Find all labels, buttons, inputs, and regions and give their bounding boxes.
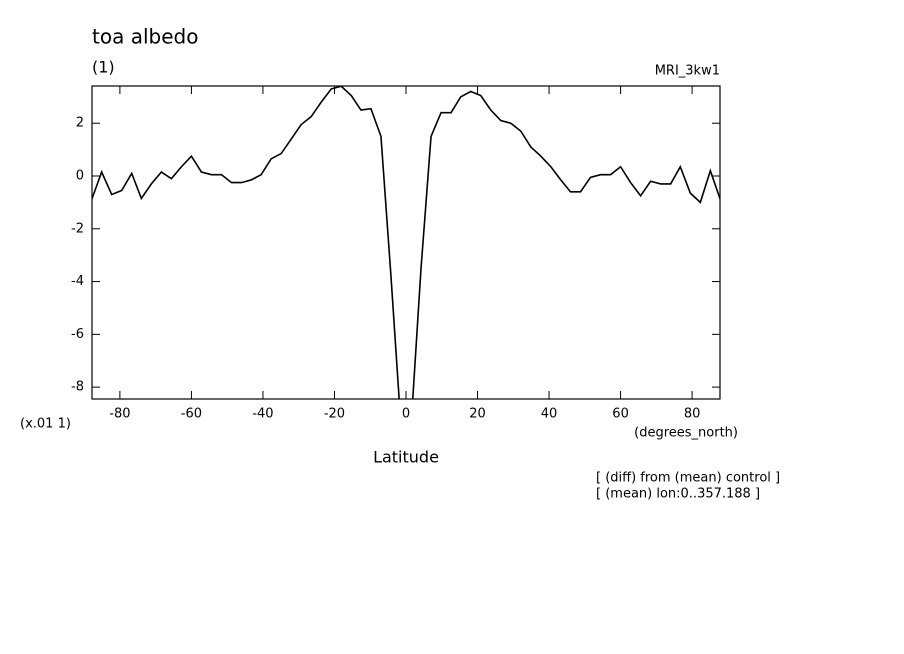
x-unit-label: (degrees_north) bbox=[634, 426, 738, 441]
x-tick-label: 0 bbox=[402, 407, 410, 422]
chart-title: toa albedo bbox=[92, 25, 198, 49]
x-tick-label: 40 bbox=[541, 407, 558, 422]
annotation: [ (diff) from (mean) control ] bbox=[596, 471, 780, 486]
y-tick-label: -4 bbox=[71, 274, 84, 289]
y-tick-label: -2 bbox=[71, 221, 84, 236]
y-scale-label: (x.01 1) bbox=[20, 417, 71, 432]
model-label: MRI_3kw1 bbox=[655, 64, 720, 79]
y-tick-label: -6 bbox=[71, 327, 84, 342]
y-tick-label: 0 bbox=[76, 168, 84, 183]
x-tick-label: 80 bbox=[684, 407, 701, 422]
y-tick-label: -8 bbox=[71, 380, 84, 395]
annotation: [ (mean) lon:0..357.188 ] bbox=[596, 487, 760, 502]
x-tick-label: -80 bbox=[109, 407, 130, 422]
x-tick-label: 60 bbox=[612, 407, 629, 422]
x-tick-label: -20 bbox=[324, 407, 345, 422]
x-tick-label: -60 bbox=[181, 407, 202, 422]
x-tick-label: -40 bbox=[252, 407, 273, 422]
data-line bbox=[92, 86, 720, 399]
y-tick-label: 2 bbox=[76, 116, 84, 131]
x-tick-label: 20 bbox=[469, 407, 486, 422]
x-axis-label: Latitude bbox=[373, 448, 439, 467]
plot-frame bbox=[91, 85, 721, 400]
subtitle: (1) bbox=[92, 58, 115, 77]
